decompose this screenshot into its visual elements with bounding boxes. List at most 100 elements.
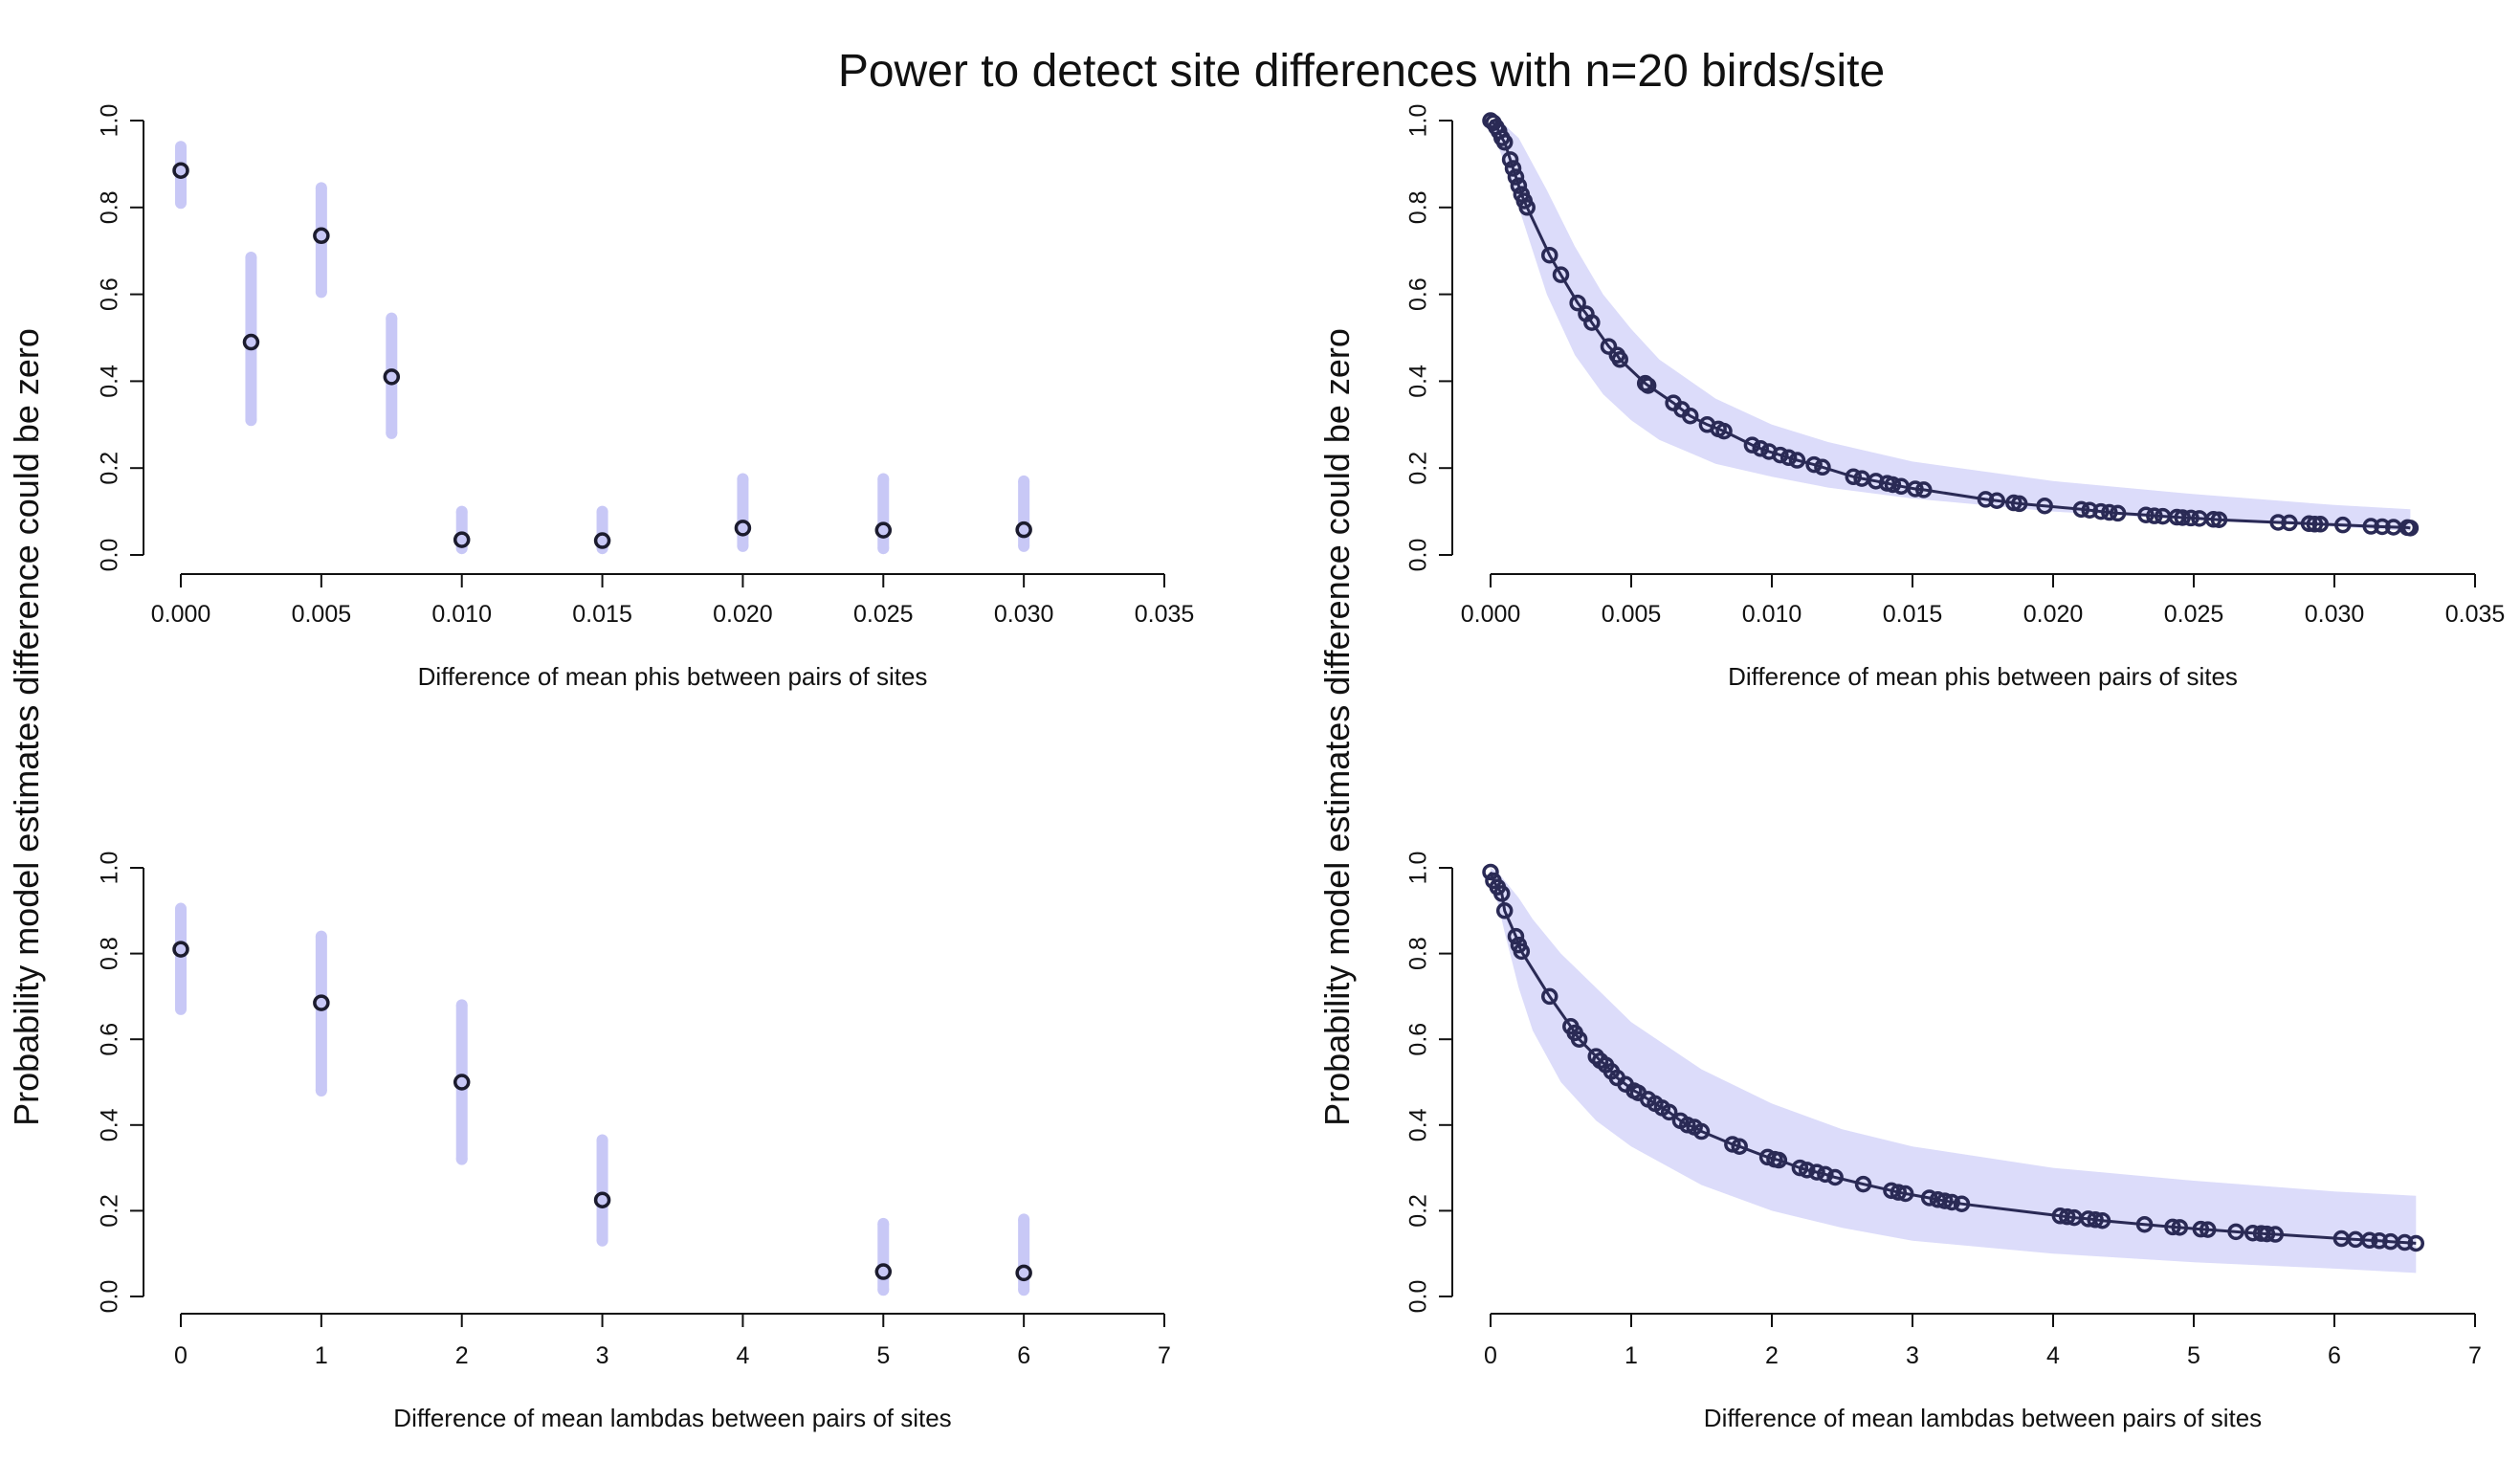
x-axis-label: Difference of mean lambdas between pairs… — [393, 1404, 951, 1432]
data-point — [2269, 514, 2287, 531]
data-point — [1896, 1185, 1914, 1203]
data-point — [1639, 377, 1657, 394]
data-point — [1936, 1192, 1954, 1209]
y-tick-label: 0.6 — [97, 1023, 123, 1056]
interval-upper-cap — [315, 930, 327, 942]
data-point — [2164, 1218, 2181, 1236]
interval-upper-cap — [1018, 1213, 1030, 1226]
x-tick-label: 0.015 — [572, 601, 632, 628]
data-point — [1660, 1103, 1678, 1121]
x-tick-label: 0.010 — [431, 601, 492, 628]
data-point — [2135, 1215, 2154, 1233]
interval-upper-cap — [175, 902, 187, 915]
y-tick-label: 0.2 — [97, 1194, 123, 1228]
data-point — [1779, 449, 1798, 467]
interval-upper-cap — [877, 473, 890, 485]
interval-upper-cap — [245, 252, 257, 264]
data-point — [172, 941, 189, 958]
interval-upper-cap — [1018, 475, 1030, 487]
data-point — [2081, 501, 2098, 519]
y-tick-label: 0.0 — [97, 1280, 123, 1314]
data-point — [2266, 1226, 2285, 1243]
x-tick-label: 5 — [2187, 1342, 2200, 1369]
panel-bottom-left: 0 1 2 3 4 5 6 7 Difference of mean lambdas betwe… — [97, 852, 1171, 1432]
data-point — [1692, 1122, 1711, 1141]
data-point — [1507, 168, 1525, 186]
x-tick-label: 2 — [1765, 1342, 1779, 1369]
x-axis-label: Difference of mean phis between pairs of… — [1728, 662, 2238, 691]
data-point — [1510, 177, 1528, 194]
data-point — [453, 1074, 471, 1091]
series-line — [1490, 119, 2411, 530]
data-point — [2199, 1221, 2217, 1238]
x-tick-label: 1 — [315, 1342, 328, 1369]
data-point — [1826, 1168, 1844, 1186]
y-tick-label: 0.6 — [97, 277, 123, 311]
data-point — [1600, 338, 1618, 355]
data-point — [2093, 1211, 2111, 1229]
x-tick-label: 7 — [2468, 1342, 2482, 1369]
y-tick-label: 0.4 — [1405, 1108, 1432, 1141]
data-point — [1495, 133, 1514, 151]
data-point — [1977, 491, 1995, 508]
x-tick-label: 0.030 — [994, 601, 1054, 628]
data-point — [1799, 1162, 1816, 1179]
data-point — [1772, 446, 1789, 464]
data-point — [1015, 521, 1032, 539]
data-point — [734, 520, 752, 537]
x-tick-label: 0.005 — [292, 601, 352, 628]
data-point — [1915, 481, 1933, 498]
data-point — [1943, 1193, 1960, 1211]
interval-lower-cap — [315, 1084, 327, 1096]
panel-top-right: 0.000 0.005 0.010 0.015 0.020 0.025 0.030 0.035… — [1405, 104, 2506, 691]
y-tick-label: 1.0 — [97, 104, 123, 138]
x-axis-label: Difference of mean lambdas between pairs… — [1704, 1404, 2262, 1432]
data-point — [2371, 1232, 2388, 1250]
y-tick-label: 0.4 — [97, 1108, 123, 1141]
x-tick-label: 0.020 — [713, 601, 773, 628]
x-tick-label: 0.025 — [2164, 601, 2224, 628]
data-point — [1552, 266, 1570, 283]
interval-lower-cap — [315, 286, 327, 299]
y-tick-label: 0.2 — [1405, 452, 1432, 485]
data-point — [2174, 509, 2191, 526]
data-point — [2036, 497, 2053, 515]
interval-lower-cap — [1018, 1284, 1030, 1296]
data-point — [383, 368, 401, 386]
data-point — [1890, 1184, 1908, 1201]
x-tick-label: 0.035 — [1135, 601, 1195, 628]
panel-bottom-right: 0 1 2 3 4 5 6 7 Difference of mean lambdas betwe… — [1405, 852, 2482, 1432]
x-tick-label: 0 — [174, 1342, 188, 1369]
data-point — [1482, 863, 1499, 881]
data-point — [2192, 1220, 2210, 1238]
interval-lower-cap — [737, 540, 749, 552]
interval-lower-cap — [596, 1234, 608, 1247]
data-point — [1920, 1189, 1938, 1207]
data-point — [1817, 1165, 1834, 1184]
data-point — [2058, 1207, 2076, 1226]
y-tick-label: 0.4 — [97, 365, 123, 398]
y-axis-label-left: Probability model estimates difference c… — [7, 328, 46, 1126]
data-point — [1504, 160, 1522, 177]
data-point — [1518, 199, 1536, 216]
data-point — [1788, 452, 1806, 469]
y-tick-label: 1.0 — [1405, 852, 1432, 885]
x-tick-label: 3 — [596, 1342, 609, 1369]
x-tick-label: 0.020 — [2023, 601, 2084, 628]
figure-title: Power to detect site differences with n=… — [838, 46, 1885, 97]
y-tick-label: 0.8 — [97, 190, 123, 224]
x-tick-label: 5 — [876, 1342, 890, 1369]
x-tick-label: 3 — [1906, 1342, 1919, 1369]
data-point — [1907, 480, 1924, 498]
data-point — [1770, 1151, 1788, 1169]
y-tick-label: 0.2 — [97, 452, 123, 485]
data-point — [1493, 885, 1511, 902]
data-point — [1752, 440, 1769, 457]
data-point — [242, 333, 260, 351]
data-point — [1570, 1030, 1588, 1048]
data-point — [874, 521, 893, 539]
x-tick-label: 0.005 — [1602, 601, 1662, 628]
data-point — [593, 532, 611, 549]
data-point — [1988, 492, 2005, 509]
data-point — [1715, 422, 1733, 440]
